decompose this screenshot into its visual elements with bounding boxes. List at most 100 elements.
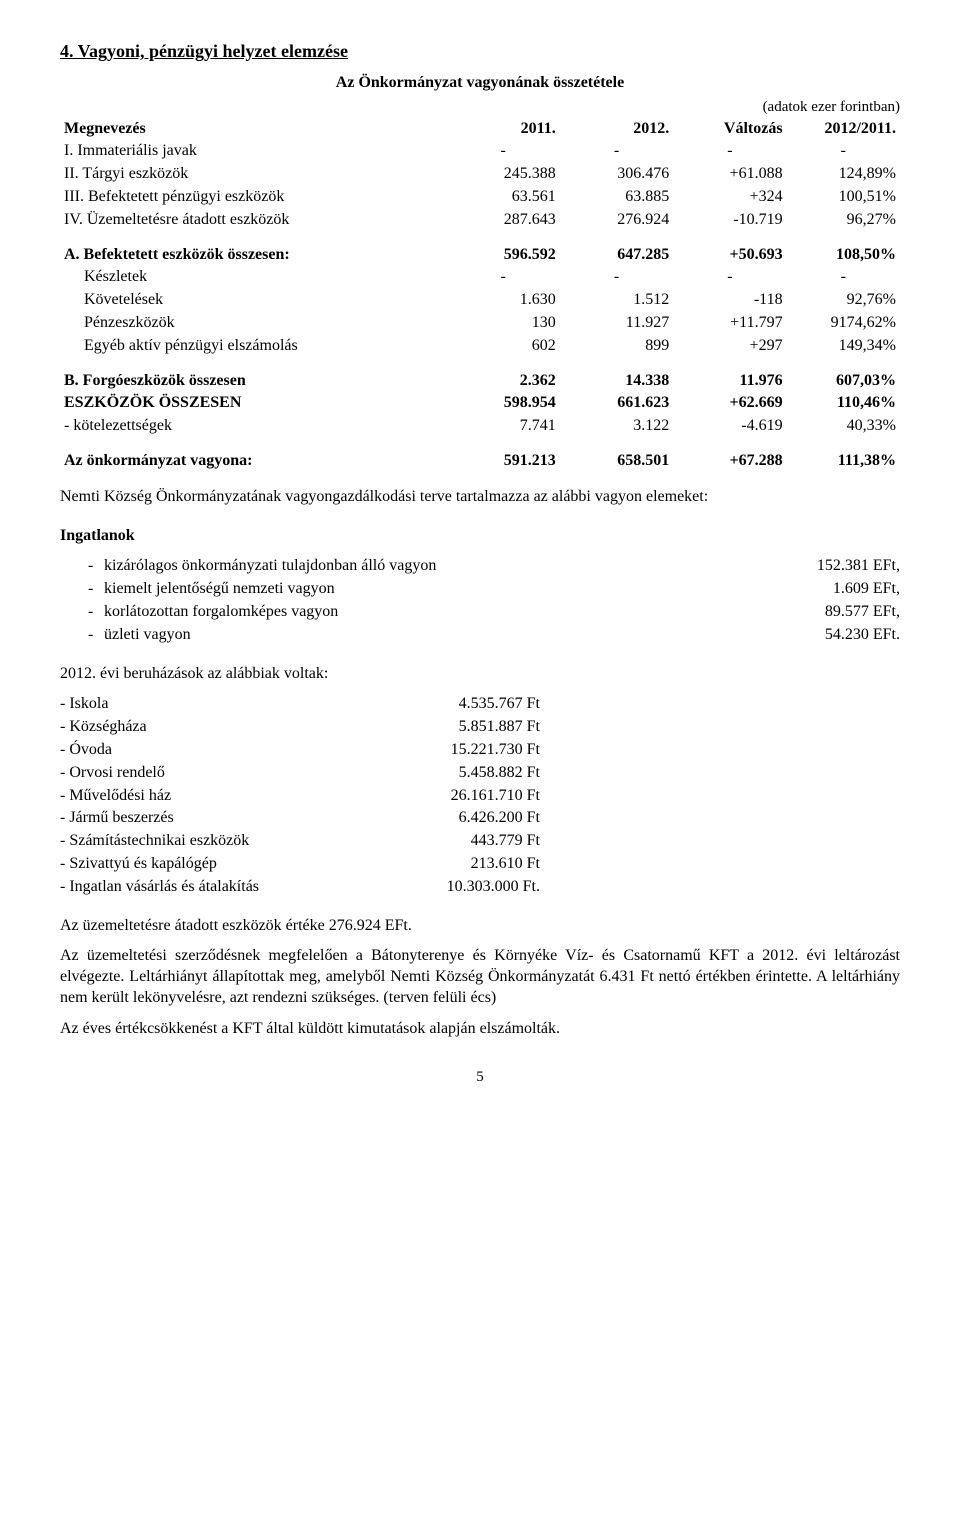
cell: 598.954 (446, 392, 559, 415)
list-item: - Ingatlan vásárlás és átalakítás10.303.… (60, 877, 900, 898)
cell: 647.285 (560, 244, 673, 267)
cell: 110,46% (787, 392, 900, 415)
cell: 2.362 (446, 370, 559, 393)
paragraph: Az üzemeltetési szerződésnek megfelelően… (60, 946, 900, 1008)
section-subtitle: Az Önkormányzat vagyonának összetétele (60, 73, 900, 94)
cell-label: II. Tárgyi eszközök (60, 163, 446, 186)
item-value: 6.426.200 Ft (380, 808, 540, 829)
cell: +11.797 (673, 312, 786, 335)
cell: 3.122 (560, 415, 673, 438)
cell: 111,38% (787, 450, 900, 473)
cell: +67.288 (673, 450, 786, 473)
list-item: - Jármű beszerzés6.426.200 Ft (60, 808, 900, 829)
cell: - (560, 266, 673, 289)
cell: 287.643 (446, 209, 559, 232)
paragraph: Az üzemeltetésre átadott eszközök értéke… (60, 916, 900, 937)
table-row: Egyéb aktív pénzügyi elszámolás 602 899 … (60, 335, 900, 358)
list-item: - Községháza5.851.887 Ft (60, 717, 900, 738)
cell-label: Követelések (60, 289, 446, 312)
item-label: - Óvoda (60, 740, 380, 761)
cell-label: A. Befektetett eszközök összesen: (60, 244, 446, 267)
table-row: I. Immateriális javak - - - - (60, 140, 900, 163)
th-2012: 2012. (560, 118, 673, 141)
item-label: - Jármű beszerzés (60, 808, 380, 829)
item-label: - Szivattyú és kapálógép (60, 854, 380, 875)
item-value: 15.221.730 Ft (380, 740, 540, 761)
cell-label: Pénzeszközök (60, 312, 446, 335)
list-item: - kiemelt jelentőségű nemzeti vagyon 1.6… (60, 579, 900, 600)
cell-label: Az önkormányzat vagyona: (60, 450, 446, 473)
item-value: 89.577 EFt, (770, 602, 900, 623)
cell: 306.476 (560, 163, 673, 186)
item-value: 26.161.710 Ft (380, 786, 540, 807)
table-row-networth: Az önkormányzat vagyona: 591.213 658.501… (60, 450, 900, 473)
cell: - (787, 266, 900, 289)
item-value: 10.303.000 Ft. (380, 877, 540, 898)
cell: 1.512 (560, 289, 673, 312)
cell-label: I. Immateriális javak (60, 140, 446, 163)
item-label: - Orvosi rendelő (60, 763, 380, 784)
item-value: 443.779 Ft (380, 831, 540, 852)
cell-label: Egyéb aktív pénzügyi elszámolás (60, 335, 446, 358)
dash-icon: - (88, 556, 104, 577)
cell: - (673, 266, 786, 289)
cell: - (446, 266, 559, 289)
cell: -10.719 (673, 209, 786, 232)
cell: 596.592 (446, 244, 559, 267)
th-name: Megnevezés (60, 118, 446, 141)
th-2011: 2011. (446, 118, 559, 141)
th-change: Változás (673, 118, 786, 141)
dash-icon: - (88, 579, 104, 600)
table-row-total: A. Befektetett eszközök összesen: 596.59… (60, 244, 900, 267)
cell: 11.927 (560, 312, 673, 335)
ingatlanok-title: Ingatlanok (60, 526, 900, 547)
section-title: 4. Vagyoni, pénzügyi helyzet elemzése (60, 40, 900, 63)
cell: 14.338 (560, 370, 673, 393)
cell-label: III. Befektetett pénzügyi eszközök (60, 186, 446, 209)
table-row-total: B. Forgóeszközök összesen 2.362 14.338 1… (60, 370, 900, 393)
cell: -118 (673, 289, 786, 312)
cell-label: Készletek (60, 266, 446, 289)
item-value: 213.610 Ft (380, 854, 540, 875)
item-label: korlátozottan forgalomképes vagyon (104, 602, 770, 623)
list-item: - kizárólagos önkormányzati tulajdonban … (60, 556, 900, 577)
cell: 9174,62% (787, 312, 900, 335)
cell: 92,76% (787, 289, 900, 312)
investments-title: 2012. évi beruházások az alábbiak voltak… (60, 664, 900, 685)
item-label: - Iskola (60, 694, 380, 715)
item-value: 5.851.887 Ft (380, 717, 540, 738)
cell: 96,27% (787, 209, 900, 232)
item-value: 1.609 EFt, (770, 579, 900, 600)
cell: +324 (673, 186, 786, 209)
item-value: 54.230 EFt. (770, 625, 900, 646)
list-item: - üzleti vagyon 54.230 EFt. (60, 625, 900, 646)
item-label: üzleti vagyon (104, 625, 770, 646)
list-item: - Művelődési ház26.161.710 Ft (60, 786, 900, 807)
cell: 7.741 (446, 415, 559, 438)
cell-label: - kötelezettségek (60, 415, 446, 438)
cell: - (787, 140, 900, 163)
list-item: - Óvoda15.221.730 Ft (60, 740, 900, 761)
paragraph-intro: Nemti Község Önkormányzatának vagyongazd… (60, 487, 900, 508)
item-value: 5.458.882 Ft (380, 763, 540, 784)
unit-note: (adatok ezer forintban) (60, 98, 900, 118)
cell: +61.088 (673, 163, 786, 186)
cell: +297 (673, 335, 786, 358)
table-row: - kötelezettségek 7.741 3.122 -4.619 40,… (60, 415, 900, 438)
cell: - (560, 140, 673, 163)
item-label: - Ingatlan vásárlás és átalakítás (60, 877, 380, 898)
cell-label: B. Forgóeszközök összesen (60, 370, 446, 393)
page-number: 5 (60, 1068, 900, 1088)
cell: 124,89% (787, 163, 900, 186)
dash-icon: - (88, 602, 104, 623)
cell: 63.885 (560, 186, 673, 209)
cell: 108,50% (787, 244, 900, 267)
cell: 591.213 (446, 450, 559, 473)
cell: 130 (446, 312, 559, 335)
list-item: - Iskola4.535.767 Ft (60, 694, 900, 715)
item-label: - Községháza (60, 717, 380, 738)
list-item: - Orvosi rendelő5.458.882 Ft (60, 763, 900, 784)
cell: - (673, 140, 786, 163)
asset-table: Megnevezés 2011. 2012. Változás 2012/201… (60, 118, 900, 473)
paragraph: Az éves értékcsökkenést a KFT által küld… (60, 1019, 900, 1040)
